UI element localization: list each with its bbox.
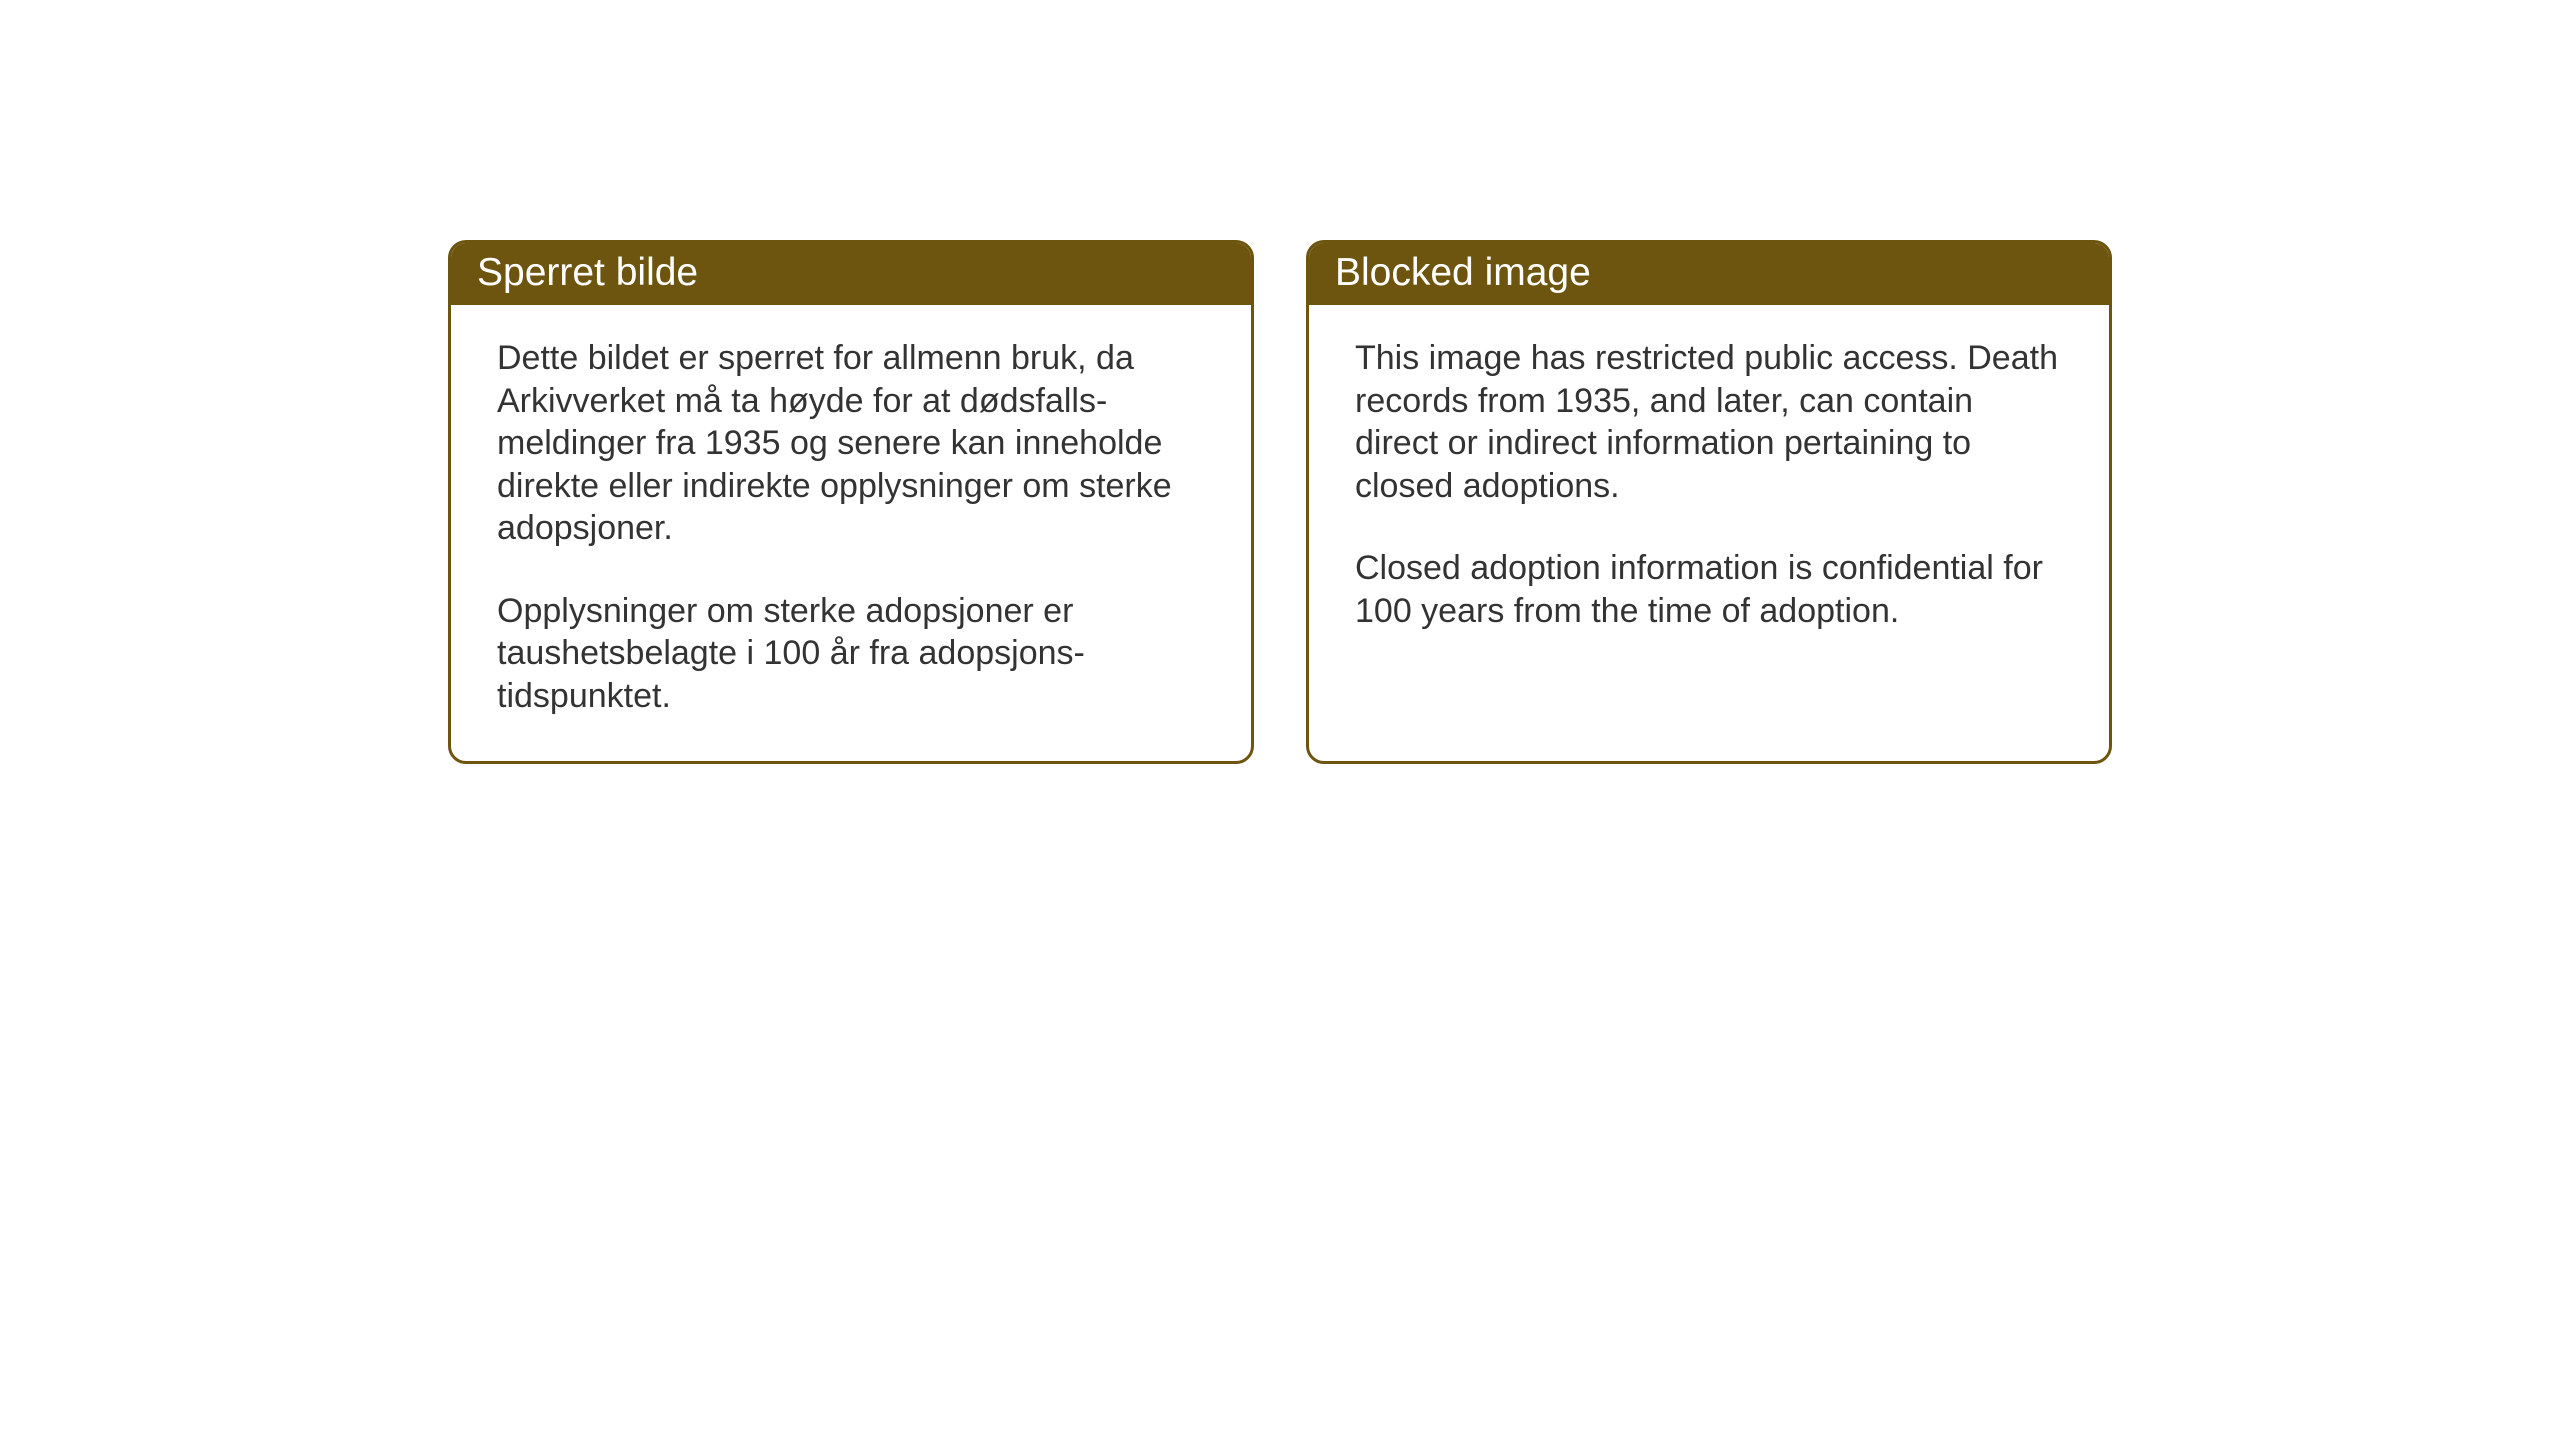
notice-card-english: Blocked image This image has restricted … <box>1306 240 2112 764</box>
notice-paragraph-1-english: This image has restricted public access.… <box>1355 337 2063 507</box>
notice-body-english: This image has restricted public access.… <box>1309 305 2109 676</box>
notice-title-english: Blocked image <box>1335 251 1591 294</box>
notice-header-english: Blocked image <box>1309 243 2109 305</box>
notice-card-norwegian: Sperret bilde Dette bildet er sperret fo… <box>448 240 1254 764</box>
notice-paragraph-2-norwegian: Opplysninger om sterke adopsjoner er tau… <box>497 590 1205 718</box>
notice-paragraph-2-english: Closed adoption information is confident… <box>1355 547 2063 632</box>
notice-container: Sperret bilde Dette bildet er sperret fo… <box>448 240 2112 764</box>
notice-header-norwegian: Sperret bilde <box>451 243 1251 305</box>
notice-title-norwegian: Sperret bilde <box>477 251 698 294</box>
notice-body-norwegian: Dette bildet er sperret for allmenn bruk… <box>451 305 1251 761</box>
notice-paragraph-1-norwegian: Dette bildet er sperret for allmenn bruk… <box>497 337 1205 550</box>
